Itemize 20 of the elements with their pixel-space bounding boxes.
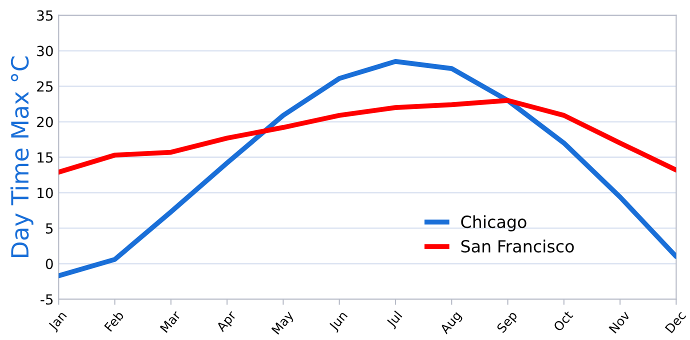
x-tick-label: Oct	[552, 310, 574, 332]
y-tick-label: 0	[46, 258, 53, 270]
y-tick-label: -5	[40, 294, 53, 305]
x-tick-label: Jun	[328, 310, 350, 333]
x-tick-label: Jan	[48, 310, 69, 333]
y-tick-label: 15	[38, 152, 53, 163]
x-tick-label: Feb	[104, 310, 124, 332]
line-series	[58, 98, 676, 175]
y-tick-label: 5	[46, 223, 53, 234]
legend-label: Chicago	[461, 215, 526, 232]
y-tick-label: 30	[37, 46, 53, 56]
y-tick-label: 20	[37, 116, 53, 128]
y-tick-label: 35	[37, 10, 53, 21]
y-axis-title: Day Time Max °C	[10, 56, 34, 257]
line-series	[58, 59, 676, 278]
y-tick-label: 10	[38, 188, 53, 198]
y-tick-label: 25	[37, 81, 53, 92]
x-tick-label: Jul	[386, 310, 404, 330]
legend-label: San Francisco	[461, 240, 574, 253]
x-tick-label: Sep	[496, 310, 520, 335]
